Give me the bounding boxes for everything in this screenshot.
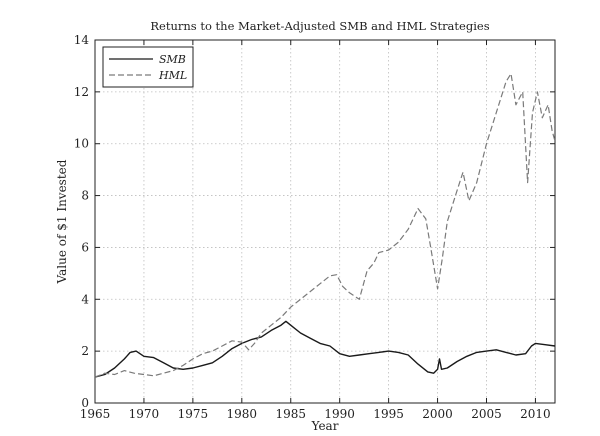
legend-label-smb: SMB bbox=[159, 53, 186, 66]
x-tick-label: 1990 bbox=[324, 407, 355, 421]
chart-title: Returns to the Market-Adjusted SMB and H… bbox=[150, 19, 489, 33]
plot-frame bbox=[94, 39, 556, 404]
grid bbox=[94, 39, 555, 404]
series-line-hml bbox=[94, 73, 556, 378]
legend-label-hml: HML bbox=[158, 69, 187, 82]
y-tick-label: 14 bbox=[74, 33, 90, 47]
y-tick-label: 6 bbox=[81, 240, 89, 254]
y-tick-label: 4 bbox=[81, 292, 89, 306]
legend-box bbox=[102, 46, 194, 88]
x-tick-label: 2000 bbox=[422, 407, 453, 421]
y-tick-label: 10 bbox=[74, 137, 89, 151]
x-tick-label: 1995 bbox=[373, 407, 404, 421]
x-tick-label: 1970 bbox=[129, 407, 160, 421]
x-tick-label: 2010 bbox=[520, 407, 551, 421]
x-tick-label: 1980 bbox=[227, 407, 258, 421]
x-tick-label: 1985 bbox=[275, 407, 306, 421]
x-tick-label: 1965 bbox=[80, 407, 111, 421]
series-line-smb bbox=[94, 320, 556, 378]
series-lines bbox=[94, 73, 556, 378]
axis-ticks: 1965 1970 1975 1980 1985 1990 1995 2000 2005 2010… bbox=[74, 33, 555, 421]
x-axis-label: Year bbox=[311, 419, 339, 432]
legend: SMB HML bbox=[102, 46, 194, 88]
y-tick-label: 8 bbox=[81, 189, 89, 203]
y-tick-label: 2 bbox=[81, 344, 89, 358]
x-tick-label: 1975 bbox=[178, 407, 209, 421]
x-tick-label: 2005 bbox=[471, 407, 502, 421]
y-tick-label: 0 bbox=[81, 396, 89, 410]
y-tick-label: 12 bbox=[74, 85, 89, 99]
y-axis-label: Value of $1 Invested bbox=[55, 159, 69, 284]
